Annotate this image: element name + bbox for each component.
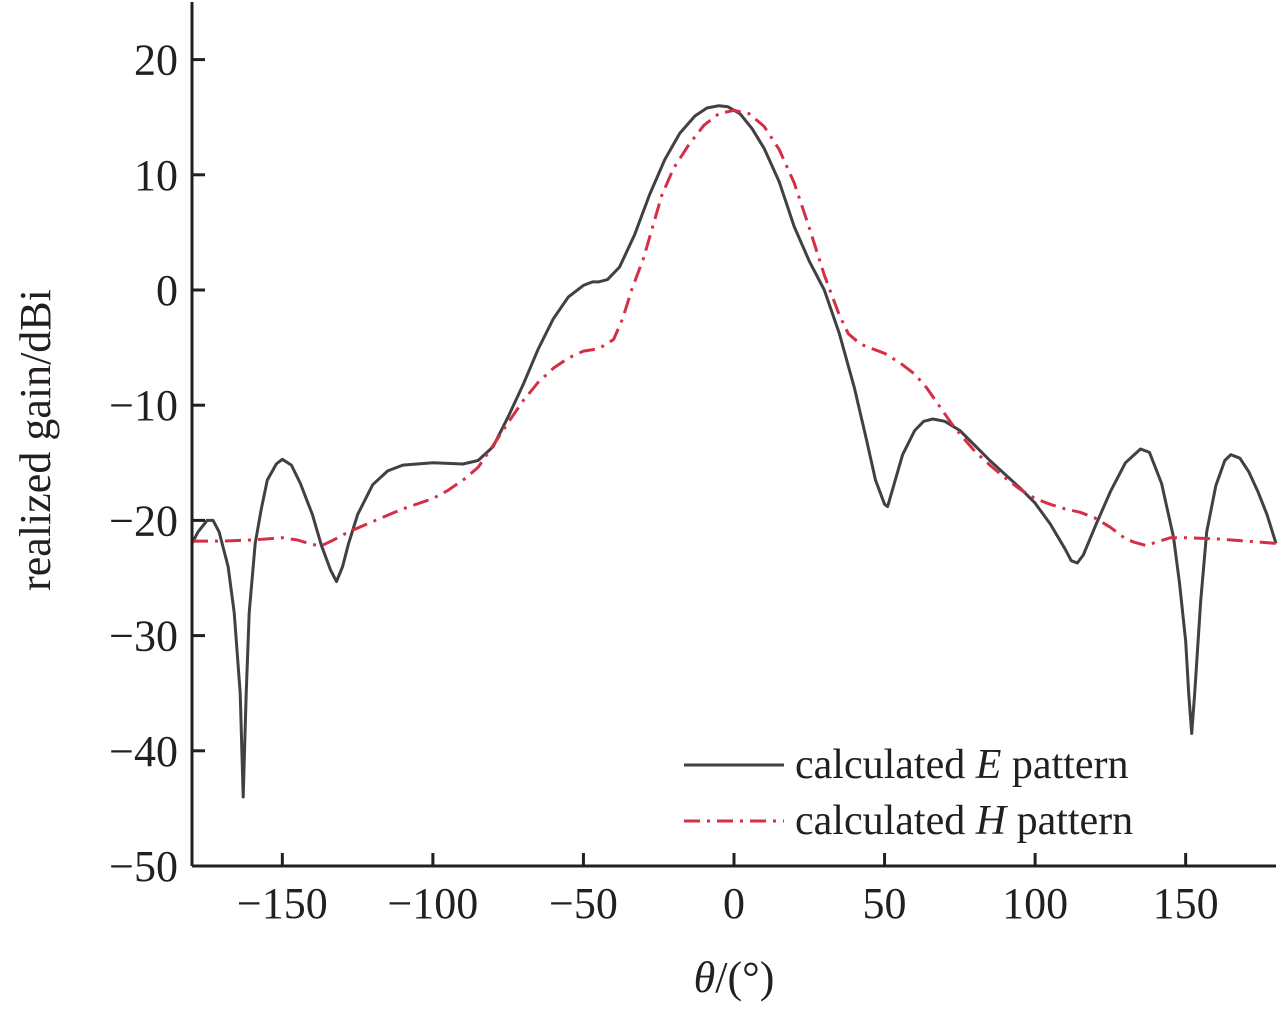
x-tick-label: 0 [723,879,745,928]
y-tick-label: −20 [109,496,178,545]
plot-lines [190,104,1278,799]
y-tick-label: −10 [109,381,178,430]
x-tick-label: 150 [1153,879,1219,928]
legend-e-italic: E [975,742,1002,788]
series-line-e-pattern [190,104,1278,799]
x-axis-symbol: θ [694,953,716,1002]
legend-label-h-pattern: calculated H pattern [795,798,1133,844]
y-tick-label: 20 [134,36,178,85]
legend-h-suffix: pattern [1006,798,1133,844]
y-tick-label: −30 [109,612,178,661]
y-tick-label: 10 [134,151,178,200]
plot-frame [190,2,1276,868]
legend-e-suffix: pattern [1001,742,1128,788]
y-tick-label: 0 [156,266,178,315]
y-tick-label: −50 [109,842,178,891]
legend-e-prefix: calculated [795,742,976,788]
y-tick-label: −40 [109,727,178,776]
x-axis-unit: /(°) [715,953,774,1002]
legend-h-prefix: calculated [795,798,976,844]
x-tick-label: −50 [549,879,618,928]
x-tick-label: 50 [863,879,907,928]
y-axis: 20 10 0 −10 −20 −30 −40 −50 [109,36,205,891]
legend-label-e-pattern: calculated E pattern [795,742,1128,788]
x-tick-label: 100 [1002,879,1068,928]
legend: calculated E pattern calculated H patter… [684,742,1133,844]
x-axis: −150 −100 −50 0 50 100 150 [237,853,1219,928]
legend-h-italic: H [975,798,1009,844]
series-line-h-pattern [192,108,1277,548]
y-axis-title: realized gain/dBi [11,289,60,591]
x-tick-label: −100 [387,879,478,928]
x-tick-label: −150 [237,879,328,928]
x-axis-title: θ/(°) [694,953,775,1002]
